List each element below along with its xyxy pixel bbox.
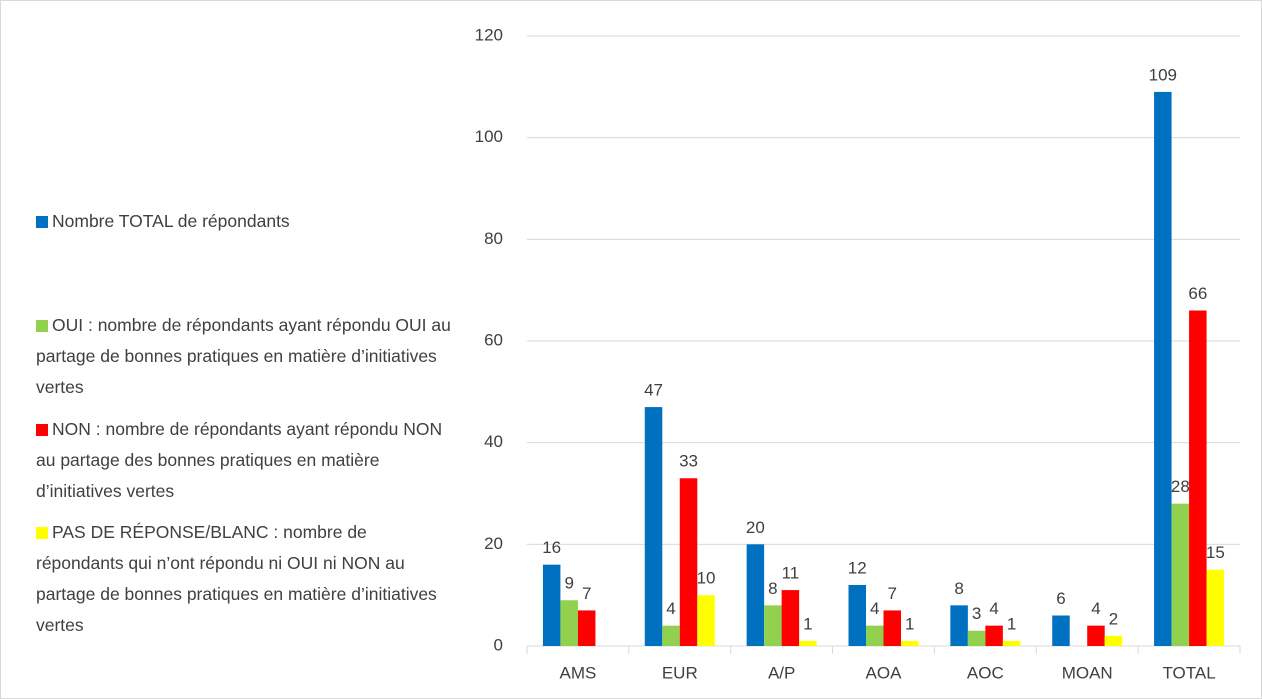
x-tick-label: A/P — [768, 663, 795, 682]
data-label: 8 — [768, 579, 777, 598]
bar — [542, 564, 561, 646]
x-tick-label: TOTAL — [1162, 663, 1215, 682]
legend-label: NON : nombre de répondants ayant répondu… — [36, 419, 443, 501]
data-label: 1 — [803, 614, 812, 633]
y-tick-label: 0 — [494, 635, 503, 654]
x-tick-label: AMS — [560, 663, 597, 682]
bar — [866, 625, 884, 646]
legend-item: Nombre TOTAL de répondants — [36, 206, 456, 237]
legend-label: OUI : nombre de répondants ayant répondu… — [36, 315, 451, 397]
x-tick-label: MOAN — [1062, 663, 1113, 682]
bar — [746, 544, 765, 646]
data-label: 28 — [1171, 477, 1190, 496]
data-label: 7 — [582, 584, 591, 603]
data-label: 20 — [746, 518, 765, 537]
legend-item: NON : nombre de répondants ayant répondu… — [36, 414, 456, 507]
y-tick-label: 120 — [475, 25, 503, 44]
data-label: 16 — [542, 538, 561, 557]
data-label: 2 — [1109, 609, 1118, 628]
bar — [883, 610, 901, 646]
bar — [781, 590, 800, 646]
legend-swatch — [36, 216, 48, 228]
y-tick-label: 100 — [475, 127, 503, 146]
data-label: 4 — [1091, 599, 1100, 618]
bar — [901, 640, 919, 646]
bar — [848, 585, 866, 646]
bar — [1087, 625, 1105, 646]
y-tick-label: 60 — [484, 330, 503, 349]
bar — [1104, 635, 1123, 646]
data-label: 4 — [989, 599, 998, 618]
data-label: 109 — [1149, 65, 1177, 84]
bar — [662, 625, 680, 646]
bar — [1052, 615, 1070, 646]
bar — [799, 640, 817, 646]
data-label: 1 — [1007, 614, 1016, 633]
bar — [1154, 91, 1172, 646]
data-label: 10 — [697, 569, 716, 588]
x-tick-label: AOA — [866, 663, 903, 682]
bar — [950, 605, 968, 646]
data-label: 6 — [1056, 589, 1065, 608]
legend-swatch — [36, 320, 48, 332]
data-label: 1 — [905, 614, 914, 633]
bar — [560, 600, 578, 646]
bar — [644, 407, 663, 646]
y-tick-label: 40 — [484, 432, 503, 451]
data-label: 3 — [972, 604, 981, 623]
legend-swatch — [36, 527, 48, 539]
legend-label: PAS DE RÉPONSE/BLANC : nombre de réponda… — [36, 522, 437, 635]
bar — [967, 630, 986, 646]
bar — [1002, 640, 1021, 646]
legend-item: PAS DE RÉPONSE/BLANC : nombre de réponda… — [36, 517, 456, 641]
data-label: 33 — [679, 452, 698, 471]
data-label: 12 — [848, 558, 867, 577]
data-label: 4 — [666, 599, 675, 618]
legend-swatch — [36, 424, 48, 436]
legend-item: OUI : nombre de répondants ayant répondu… — [36, 310, 456, 403]
data-label: 7 — [888, 584, 897, 603]
y-tick-label: 20 — [484, 534, 503, 553]
bar — [1189, 310, 1207, 646]
bar — [764, 605, 782, 646]
data-label: 47 — [644, 381, 663, 400]
data-label: 15 — [1206, 543, 1225, 562]
bar — [679, 478, 698, 646]
x-tick-label: AOC — [967, 663, 1004, 682]
x-tick-label: EUR — [662, 663, 698, 682]
legend-label: Nombre TOTAL de répondants — [52, 211, 290, 231]
data-label: 8 — [954, 579, 963, 598]
bar — [985, 625, 1003, 646]
data-label: 11 — [782, 564, 800, 583]
bar — [577, 610, 596, 646]
bar — [1171, 503, 1190, 646]
bar — [1206, 569, 1225, 646]
data-label: 4 — [870, 599, 879, 618]
bar — [697, 595, 715, 646]
y-tick-label: 80 — [484, 229, 503, 248]
data-label: 66 — [1188, 284, 1207, 303]
data-label: 9 — [564, 574, 573, 593]
